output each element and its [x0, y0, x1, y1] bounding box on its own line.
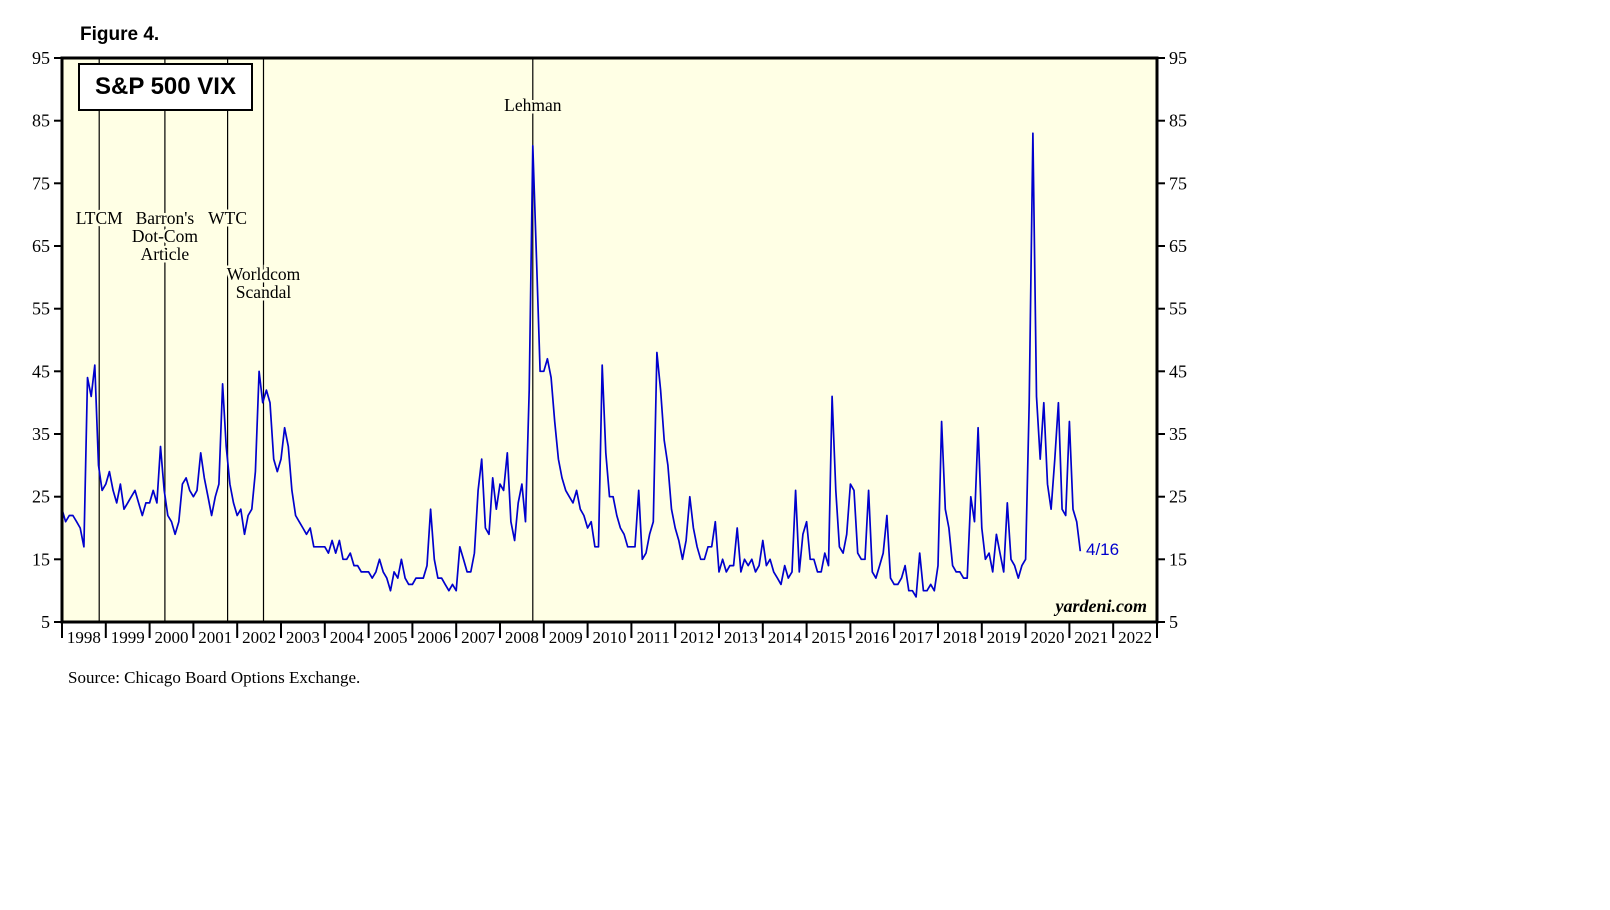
- annotation-worldcom: Worldcom Scandal: [227, 264, 301, 302]
- y-axis-label-left: 85: [32, 111, 50, 131]
- y-axis-label-right: 95: [1169, 48, 1187, 68]
- vix-series-line: [61, 132, 1082, 598]
- y-axis-label-right: 25: [1169, 487, 1187, 507]
- y-axis-label-left: 45: [32, 361, 50, 381]
- y-axis-label-right: 65: [1169, 236, 1187, 256]
- source-note: Source: Chicago Board Options Exchange.: [68, 668, 361, 687]
- y-axis-label-left: 15: [32, 549, 50, 569]
- y-axis-label-left: 75: [32, 173, 50, 193]
- x-axis-label: 2019: [987, 628, 1021, 647]
- y-axis-label-right: 75: [1169, 173, 1187, 193]
- x-axis-label: 2008: [505, 628, 539, 647]
- chart-title: S&P 500 VIX: [95, 73, 236, 100]
- x-axis-label: 2000: [155, 628, 189, 647]
- plot-background: [62, 58, 1157, 622]
- y-axis-label-left: 5: [41, 612, 50, 632]
- chart-title-box: S&P 500 VIX: [78, 63, 253, 111]
- y-axis-label-right: 55: [1169, 299, 1187, 319]
- latest-value-date-label: 4/16: [1086, 540, 1120, 559]
- x-axis-label: 2013: [724, 628, 758, 647]
- x-axis-label: 2001: [198, 628, 232, 647]
- x-axis-label: 2003: [286, 628, 320, 647]
- y-axis-label-left: 25: [32, 487, 50, 507]
- x-axis-label: 2002: [242, 628, 276, 647]
- watermark: yardeni.com: [1055, 596, 1148, 616]
- x-axis-label: 1999: [111, 628, 145, 647]
- x-axis-label: 2020: [1031, 628, 1065, 647]
- x-axis-label: 2005: [374, 628, 408, 647]
- x-axis-label: 2014: [768, 628, 803, 647]
- y-axis-label-left: 55: [32, 299, 50, 319]
- x-axis-label: 2011: [637, 628, 670, 647]
- x-axis-label: 2015: [812, 628, 846, 647]
- y-axis-label-right: 85: [1169, 111, 1187, 131]
- y-axis-label-left: 35: [32, 424, 50, 444]
- x-axis-label: 2009: [549, 628, 583, 647]
- y-axis-label-left: 95: [32, 48, 50, 68]
- y-axis-label-right: 35: [1169, 424, 1187, 444]
- x-axis-label: 2021: [1074, 628, 1108, 647]
- x-axis-label: 2012: [680, 628, 714, 647]
- x-axis-label: 2018: [943, 628, 977, 647]
- annotation-wtc: WTC: [208, 208, 247, 228]
- y-axis-label-left: 65: [32, 236, 50, 256]
- figure-label: Figure 4.: [80, 24, 160, 45]
- x-axis-label: 1998: [67, 628, 101, 647]
- x-axis-label: 2004: [330, 628, 365, 647]
- x-axis-label: 2007: [461, 628, 496, 647]
- annotation-ltcm: LTCM: [76, 208, 123, 228]
- y-axis-label-right: 45: [1169, 361, 1187, 381]
- annotation-barrons: Barron's Dot-Com Article: [132, 208, 199, 264]
- x-axis-label: 2006: [417, 628, 451, 647]
- x-axis-label: 2016: [855, 628, 889, 647]
- y-axis-label-right: 5: [1169, 612, 1178, 632]
- x-axis-label: 2010: [593, 628, 627, 647]
- y-axis-label-right: 15: [1169, 549, 1187, 569]
- x-axis-label: 2022: [1118, 628, 1152, 647]
- x-axis-label: 2017: [899, 628, 934, 647]
- plot-frame: [60, 56, 1159, 624]
- annotation-lehman: Lehman: [504, 95, 562, 115]
